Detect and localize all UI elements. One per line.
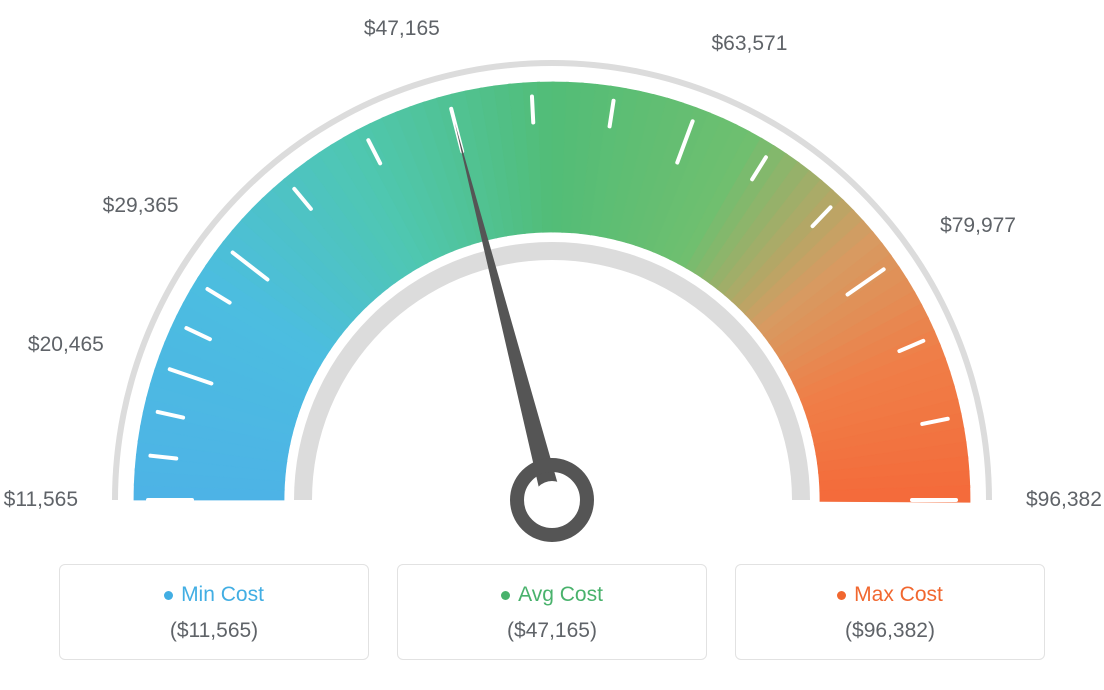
legend-label: Avg Cost [518, 583, 603, 607]
gauge-svg [0, 0, 1104, 560]
legend-row: Min Cost ($11,565) Avg Cost ($47,165) Ma… [0, 564, 1104, 660]
legend-card-max: Max Cost ($96,382) [735, 564, 1045, 660]
legend-label: Min Cost [181, 583, 264, 607]
legend-card-avg: Avg Cost ($47,165) [397, 564, 707, 660]
legend-label: Max Cost [854, 583, 943, 607]
gauge-scale-label: $47,165 [364, 17, 440, 41]
gauge-scale-label: $29,365 [103, 194, 179, 218]
dot-icon [164, 591, 173, 600]
dot-icon [837, 591, 846, 600]
legend-title-avg: Avg Cost [501, 583, 603, 607]
legend-card-min: Min Cost ($11,565) [59, 564, 369, 660]
legend-title-max: Max Cost [837, 583, 943, 607]
cost-gauge-chart: $11,565 $20,465 $29,365 $47,165 $63,571 $79,9… [0, 0, 1104, 690]
gauge-scale-label: $63,571 [711, 32, 787, 56]
legend-value-avg: ($47,165) [408, 619, 696, 643]
gauge-scale-label: $79,977 [940, 214, 1016, 238]
gauge-area: $11,565 $20,465 $29,365 $47,165 $63,571 $79,9… [0, 0, 1104, 560]
legend-title-min: Min Cost [164, 583, 264, 607]
gauge-scale-label: $11,565 [4, 488, 78, 512]
legend-value-min: ($11,565) [70, 619, 358, 643]
legend-value-max: ($96,382) [746, 619, 1034, 643]
gauge-scale-label: $20,465 [28, 333, 104, 357]
dot-icon [501, 591, 510, 600]
gauge-scale-label: $96,382 [1026, 488, 1102, 512]
